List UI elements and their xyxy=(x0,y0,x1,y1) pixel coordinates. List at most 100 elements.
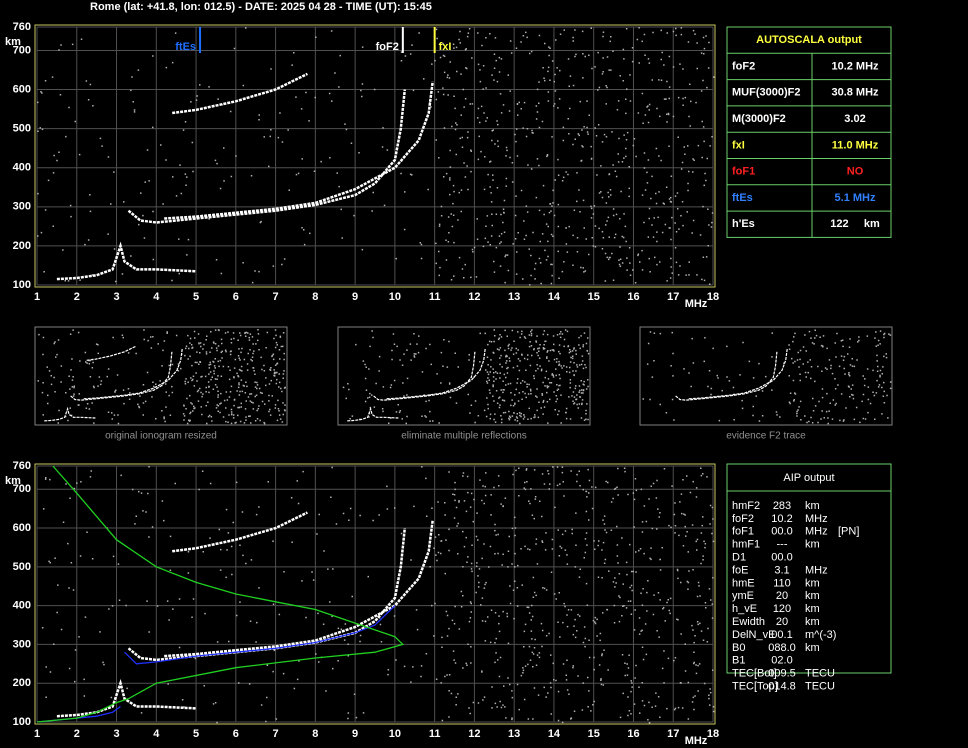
y-tick-label: 300 xyxy=(13,201,31,213)
x-tick-label: 6 xyxy=(233,728,239,740)
trace xyxy=(172,72,308,115)
thumb-caption: eliminate multiple reflections xyxy=(401,431,527,442)
row-value: 11.0 MHz xyxy=(832,139,879,151)
trace xyxy=(56,241,197,281)
table-title: AIP output xyxy=(783,472,834,484)
x-tick-label: 9 xyxy=(352,291,358,303)
aip-cell: h_vE xyxy=(732,603,757,615)
thumb-frame xyxy=(337,326,591,426)
aip-cell: 00.0 xyxy=(771,526,792,538)
trace xyxy=(86,345,137,361)
row-value: 30.8 MHz xyxy=(831,87,879,99)
aip-cell: [PN] xyxy=(838,526,859,538)
plot-frame xyxy=(34,463,716,725)
aip-cell: Ewidth xyxy=(732,616,765,628)
y-tick-label: 100 xyxy=(13,279,31,291)
trace xyxy=(688,348,788,400)
aip-cell: foE xyxy=(732,564,749,576)
x-tick-label: 15 xyxy=(588,728,600,740)
x-tick-label: 7 xyxy=(273,728,279,740)
x-tick-label: 2 xyxy=(74,291,80,303)
trace xyxy=(127,527,407,662)
aip-cell: hmE xyxy=(732,577,755,589)
aip-cell: D1 xyxy=(732,552,746,564)
row-value: 3.02 xyxy=(844,113,865,125)
aip-cell: 00.1 xyxy=(771,629,792,641)
aip-cell: m^(-3) xyxy=(805,629,836,641)
aip-cell: 120 xyxy=(773,603,791,615)
aip-cell: foF1 xyxy=(732,526,754,538)
aip-cell: hmF2 xyxy=(732,500,760,512)
table-frame xyxy=(726,463,892,674)
aip-cell: km xyxy=(805,603,820,615)
x-tick-label: 18 xyxy=(707,291,719,303)
row-label: h'Es xyxy=(732,218,755,230)
y-tick-label: 500 xyxy=(13,123,31,135)
aip-cell: MHz xyxy=(805,513,828,525)
aip-cell: km xyxy=(805,642,820,654)
x-tick-label: 12 xyxy=(468,728,480,740)
x-tick-label: 1 xyxy=(34,291,40,303)
y-tick-label: 100 xyxy=(13,716,31,728)
aip-cell: ymE xyxy=(732,590,754,602)
x-tick-label: 10 xyxy=(389,291,401,303)
aip-cell: 110 xyxy=(773,577,791,589)
noise xyxy=(41,466,715,724)
x-tick-label: 7 xyxy=(273,291,279,303)
x-tick-label: 17 xyxy=(667,291,679,303)
trace xyxy=(70,351,173,401)
trace xyxy=(124,605,396,665)
y-tick-label: 760 xyxy=(13,21,31,33)
trace xyxy=(83,348,183,400)
aip-cell: km xyxy=(805,539,820,551)
x-tick-label: 16 xyxy=(627,728,639,740)
x-tick-label: 5 xyxy=(193,291,199,303)
noise xyxy=(342,329,590,425)
aip-cell: 20 xyxy=(776,590,788,602)
y-tick-label: 200 xyxy=(13,240,31,252)
aip-cell: TEC[Bot] xyxy=(732,668,777,680)
table-title: AUTOSCALA output xyxy=(756,34,862,46)
plot-frame xyxy=(34,24,716,288)
trace xyxy=(675,351,778,401)
marker-label: fxI xyxy=(439,41,452,53)
x-tick-label: 11 xyxy=(429,291,441,303)
y-axis-label: km xyxy=(5,36,21,48)
aip-cell: TEC[Top] xyxy=(732,681,778,693)
aip-cell: 088.0 xyxy=(768,642,796,654)
x-tick-label: 1 xyxy=(34,728,40,740)
x-tick-label: 15 xyxy=(588,291,600,303)
y-tick-label: 600 xyxy=(13,83,31,95)
aip-cell: km xyxy=(805,616,820,628)
noise xyxy=(642,329,892,425)
header: Rome (lat: +41.8, lon: 012.5) - DATE: 20… xyxy=(90,1,432,13)
aip-cell: MHz xyxy=(805,564,828,576)
aip-cell: DelN_vE xyxy=(732,629,775,641)
noise xyxy=(37,329,286,425)
y-tick-label: 760 xyxy=(13,460,31,472)
x-axis-label: MHz xyxy=(685,298,708,310)
aip-cell: km xyxy=(805,500,820,512)
aip-cell: --- xyxy=(777,539,788,551)
x-tick-label: 17 xyxy=(667,728,679,740)
x-tick-label: 14 xyxy=(548,728,561,740)
trace xyxy=(347,406,399,422)
y-tick-label: 300 xyxy=(13,638,31,650)
y-tick-label: 400 xyxy=(13,162,31,174)
y-tick-label: 700 xyxy=(13,483,31,495)
row-label: fxI xyxy=(732,139,745,151)
row-value: NO xyxy=(847,166,864,178)
x-tick-label: 13 xyxy=(508,291,520,303)
x-tick-label: 8 xyxy=(312,291,318,303)
thumb-frame xyxy=(639,326,893,426)
y-tick-label: 200 xyxy=(13,677,31,689)
aip-cell: km xyxy=(805,590,820,602)
x-tick-label: 2 xyxy=(74,728,80,740)
row-label: M(3000)F2 xyxy=(732,113,786,125)
x-tick-label: 3 xyxy=(113,728,119,740)
noise xyxy=(37,27,715,286)
trace xyxy=(127,89,407,224)
x-tick-label: 16 xyxy=(627,291,639,303)
aip-cell: B1 xyxy=(732,655,745,667)
